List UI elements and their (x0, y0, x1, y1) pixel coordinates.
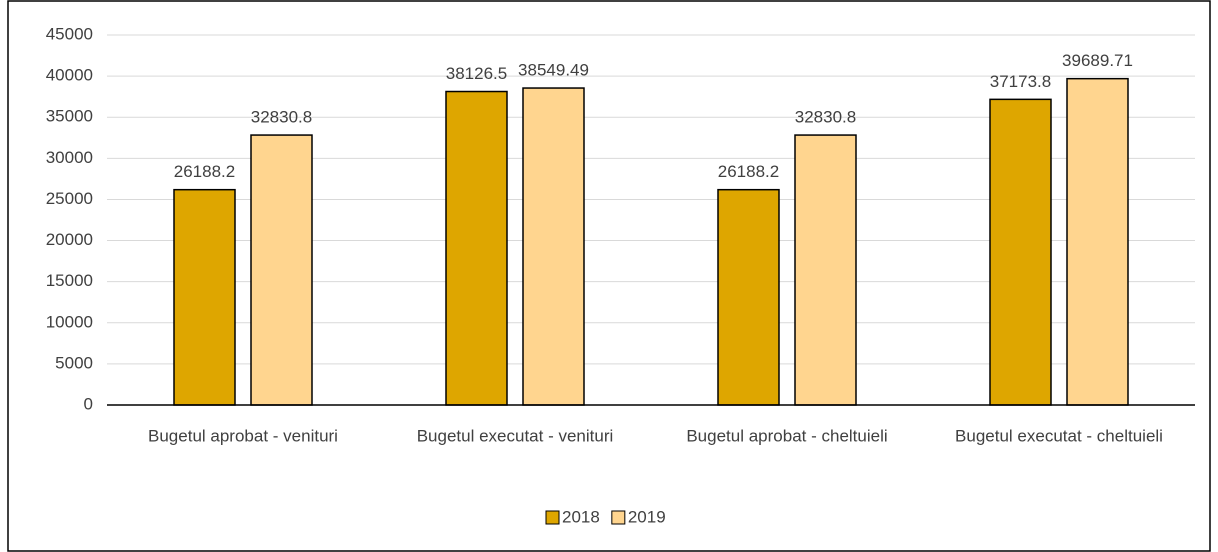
legend-label: 2019 (628, 507, 666, 526)
data-label: 39689.71 (1062, 51, 1133, 70)
y-tick-label: 35000 (46, 107, 93, 126)
data-label: 26188.2 (718, 162, 779, 181)
x-tick-label: Bugetul executat - venituri (417, 426, 614, 445)
y-tick-label: 5000 (55, 353, 93, 372)
bar (522, 87, 585, 406)
bar (1066, 77, 1129, 406)
bar (794, 134, 857, 406)
legend-swatch (545, 510, 560, 525)
y-tick-label: 40000 (46, 66, 93, 85)
y-tick-label: 10000 (46, 312, 93, 331)
bar (717, 188, 780, 406)
y-tick-label: 20000 (46, 230, 93, 249)
bar (250, 134, 313, 406)
y-tick-label: 30000 (46, 148, 93, 167)
x-tick-label: Bugetul aprobat - venituri (148, 426, 338, 445)
x-tick-label: Bugetul aprobat - cheltuieli (686, 426, 887, 445)
y-tick-label: 15000 (46, 271, 93, 290)
legend-label: 2018 (562, 507, 600, 526)
legend-swatch (611, 510, 626, 525)
data-label: 26188.2 (174, 162, 235, 181)
data-label: 32830.8 (251, 108, 312, 127)
bar (173, 188, 236, 406)
data-label: 32830.8 (795, 108, 856, 127)
bar (445, 90, 508, 406)
bar (989, 98, 1052, 406)
x-tick-label: Bugetul executat - cheltuieli (955, 426, 1163, 445)
y-tick-label: 45000 (46, 24, 93, 43)
y-tick-label: 0 (84, 394, 93, 413)
data-label: 37173.8 (990, 72, 1051, 91)
data-label: 38126.5 (446, 64, 507, 83)
y-tick-label: 25000 (46, 189, 93, 208)
data-label: 38549.49 (518, 61, 589, 80)
